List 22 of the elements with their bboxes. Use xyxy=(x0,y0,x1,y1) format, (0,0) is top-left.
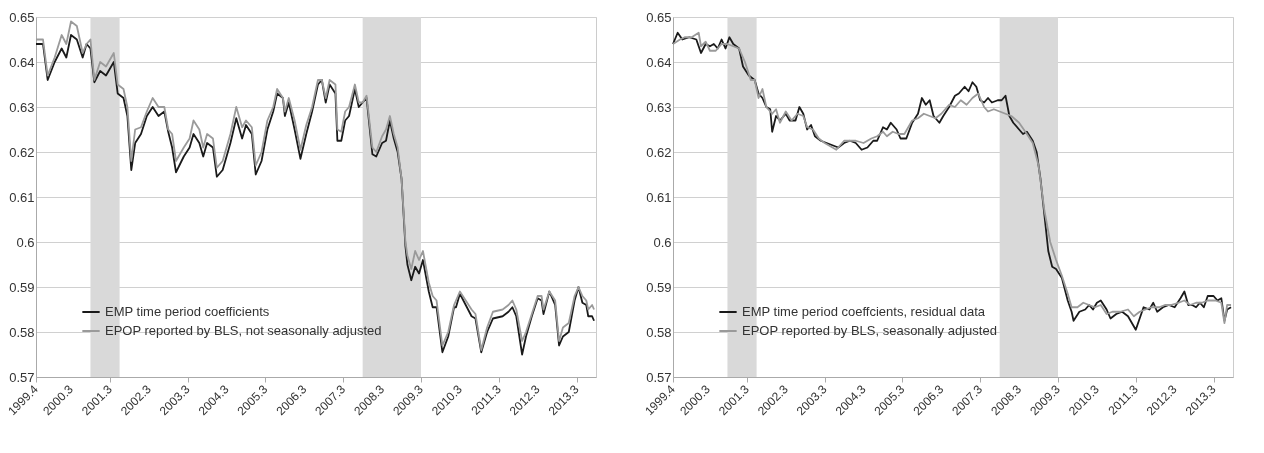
legend-label: EMP time period coefficients xyxy=(105,304,270,319)
y-tick-label: 0.64 xyxy=(9,54,35,70)
y-tick-label: 0.65 xyxy=(646,9,672,25)
y-tick-label: 0.6 xyxy=(653,234,672,250)
y-tick-label: 0.65 xyxy=(9,9,35,25)
y-tick-label: 0.57 xyxy=(9,369,35,385)
y-tick-label: 0.63 xyxy=(9,99,35,115)
y-tick-label: 0.59 xyxy=(9,279,35,295)
y-tick-label: 0.61 xyxy=(646,189,672,205)
y-tick-label: 0.58 xyxy=(646,324,672,340)
y-tick-label: 0.59 xyxy=(646,279,672,295)
legend-label: EMP time period coeffcients, residual data xyxy=(742,304,986,319)
y-tick-label: 0.57 xyxy=(646,369,672,385)
y-tick-label: 0.58 xyxy=(9,324,35,340)
y-tick-label: 0.63 xyxy=(646,99,672,115)
y-tick-label: 0.6 xyxy=(16,234,35,250)
y-tick-label: 0.61 xyxy=(9,189,35,205)
legend-label: EPOP reported by BLS, not seasonally adjusted xyxy=(105,323,382,338)
y-tick-label: 0.62 xyxy=(9,144,35,160)
y-tick-label: 0.62 xyxy=(646,144,672,160)
legend-label: EPOP reported by BLS, seasonally adjusted xyxy=(742,323,997,338)
y-tick-label: 0.64 xyxy=(646,54,672,70)
